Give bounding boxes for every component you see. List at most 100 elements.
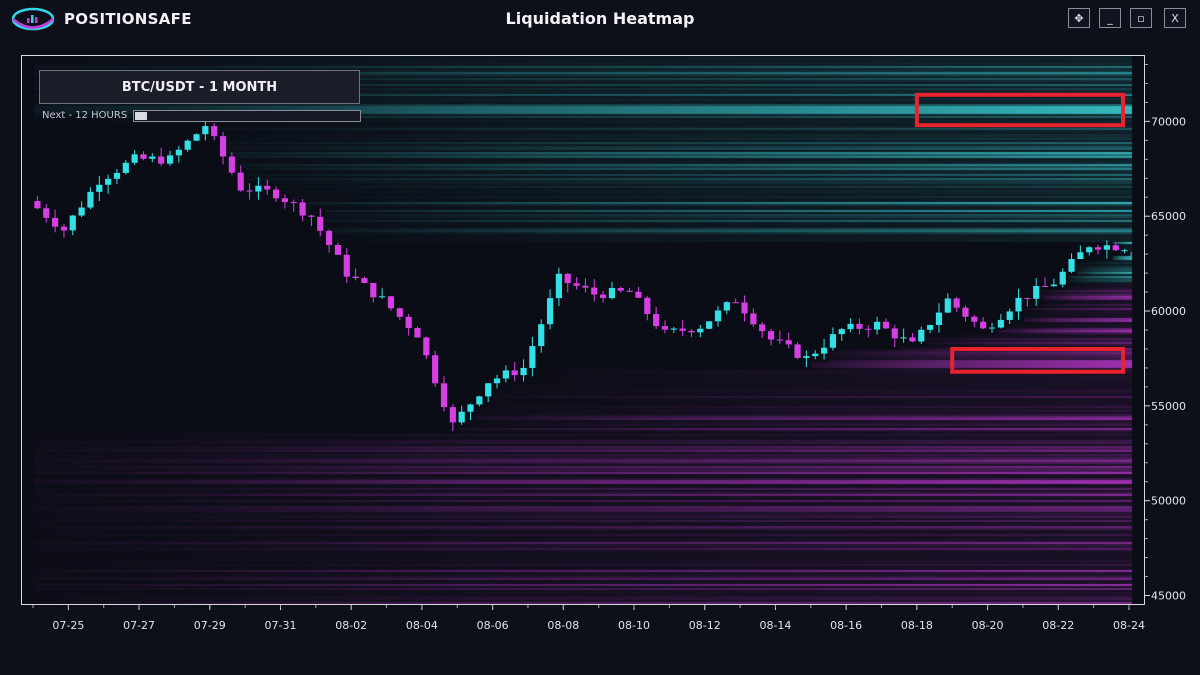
progress-thumb[interactable]	[135, 112, 147, 120]
y-tick-label: 70000	[1151, 115, 1186, 128]
candle-body	[759, 324, 766, 332]
candle-body	[43, 208, 50, 218]
candle-body	[476, 396, 483, 405]
candle-body	[776, 339, 783, 341]
minimize-button[interactable]: _	[1099, 8, 1121, 28]
candle-body	[988, 327, 996, 329]
candle-body	[1068, 259, 1075, 272]
candle-body	[573, 283, 580, 286]
candle-body	[767, 331, 775, 340]
candle-body	[697, 328, 704, 333]
candle-body	[874, 321, 881, 330]
candle-body	[493, 378, 501, 384]
candle-body	[644, 297, 651, 315]
candle-body	[255, 185, 262, 192]
x-tick-label: 07-29	[194, 619, 226, 632]
candle-body	[423, 337, 430, 356]
candle-body	[971, 316, 978, 322]
candle-body	[458, 411, 465, 423]
candle-body	[600, 294, 607, 299]
next-interval-label: Next - 12 HOURS	[42, 110, 128, 121]
x-tick-label: 08-08	[547, 619, 579, 632]
heatmap-chart-area[interactable]	[21, 55, 1145, 605]
candle-body	[927, 325, 934, 330]
x-tick-label: 08-06	[477, 619, 509, 632]
candle-body	[706, 321, 713, 329]
candle-body	[511, 370, 518, 376]
pair-period-selector[interactable]: BTC/USDT - 1 MONTH	[39, 70, 360, 104]
candle-body	[405, 316, 412, 329]
candle-body	[158, 156, 165, 164]
y-tick-label: 60000	[1151, 305, 1186, 318]
candle-body	[812, 353, 819, 357]
move-button[interactable]: ✥	[1068, 8, 1090, 28]
close-button[interactable]: X	[1164, 8, 1186, 28]
candle-body	[661, 326, 669, 330]
x-tick-label: 08-24	[1113, 619, 1145, 632]
candle-body	[1059, 271, 1066, 285]
x-tick-label: 08-14	[759, 619, 791, 632]
candle-body	[838, 329, 845, 335]
candle-body	[591, 287, 598, 295]
x-tick-label: 08-02	[335, 619, 367, 632]
candle-body	[264, 185, 271, 190]
candle-body	[281, 198, 288, 203]
candle-body	[1121, 250, 1128, 252]
candle-body	[202, 126, 209, 135]
candle-body	[193, 134, 200, 141]
next-interval-progress[interactable]	[133, 110, 361, 122]
candle-body	[131, 154, 138, 163]
candle-body	[909, 337, 916, 342]
candle-body	[228, 156, 235, 173]
highlight-box	[914, 92, 1125, 128]
brand: POSITIONSAFE	[10, 5, 192, 33]
candle-body	[635, 291, 642, 298]
candle-body	[272, 189, 280, 199]
x-tick-label: 08-20	[972, 619, 1004, 632]
candle-body	[741, 302, 748, 314]
candle-body	[370, 282, 377, 298]
y-tick-label: 45000	[1151, 590, 1186, 603]
heatmap-canvas	[22, 56, 1144, 604]
candle-body	[723, 302, 730, 311]
candle-body	[96, 184, 103, 192]
candle-body	[149, 156, 156, 159]
candle-body	[432, 355, 439, 384]
candle-body	[343, 254, 350, 277]
x-tick-label: 07-27	[123, 619, 155, 632]
candle-body	[467, 404, 474, 412]
maximize-button[interactable]: ▫	[1130, 8, 1152, 28]
candle-body	[529, 346, 536, 368]
candle-body	[1015, 297, 1022, 312]
candle-body	[299, 202, 306, 216]
candle-body	[617, 287, 624, 291]
brand-name: POSITIONSAFE	[64, 10, 192, 28]
candle-body	[750, 313, 757, 325]
candle-body	[184, 140, 191, 150]
candle-body	[714, 310, 722, 322]
candle-body	[794, 344, 801, 358]
candle-body	[1094, 247, 1102, 250]
title-bar: POSITIONSAFE Liquidation Heatmap ✥ _ ▫ X	[0, 0, 1200, 38]
candle-body	[87, 191, 94, 208]
candle-body	[1112, 245, 1119, 251]
candle-body	[290, 202, 297, 204]
candle-body	[626, 290, 633, 292]
candle-body	[520, 367, 527, 376]
candle-body	[326, 230, 333, 245]
candle-body	[1086, 247, 1093, 253]
positionsafe-logo-icon	[11, 7, 55, 31]
candle-body	[237, 172, 244, 191]
x-tick-label: 08-18	[901, 619, 933, 632]
candle-body	[1050, 284, 1057, 287]
y-tick-label: 50000	[1151, 495, 1186, 508]
candle-body	[78, 207, 85, 216]
x-tick-label: 07-31	[264, 619, 296, 632]
candle-body	[1006, 311, 1013, 320]
candle-body	[953, 298, 960, 308]
candle-body	[918, 329, 925, 342]
candle-body	[34, 201, 41, 209]
candle-body	[785, 340, 792, 345]
candle-body	[69, 215, 76, 231]
candle-body	[980, 321, 987, 329]
